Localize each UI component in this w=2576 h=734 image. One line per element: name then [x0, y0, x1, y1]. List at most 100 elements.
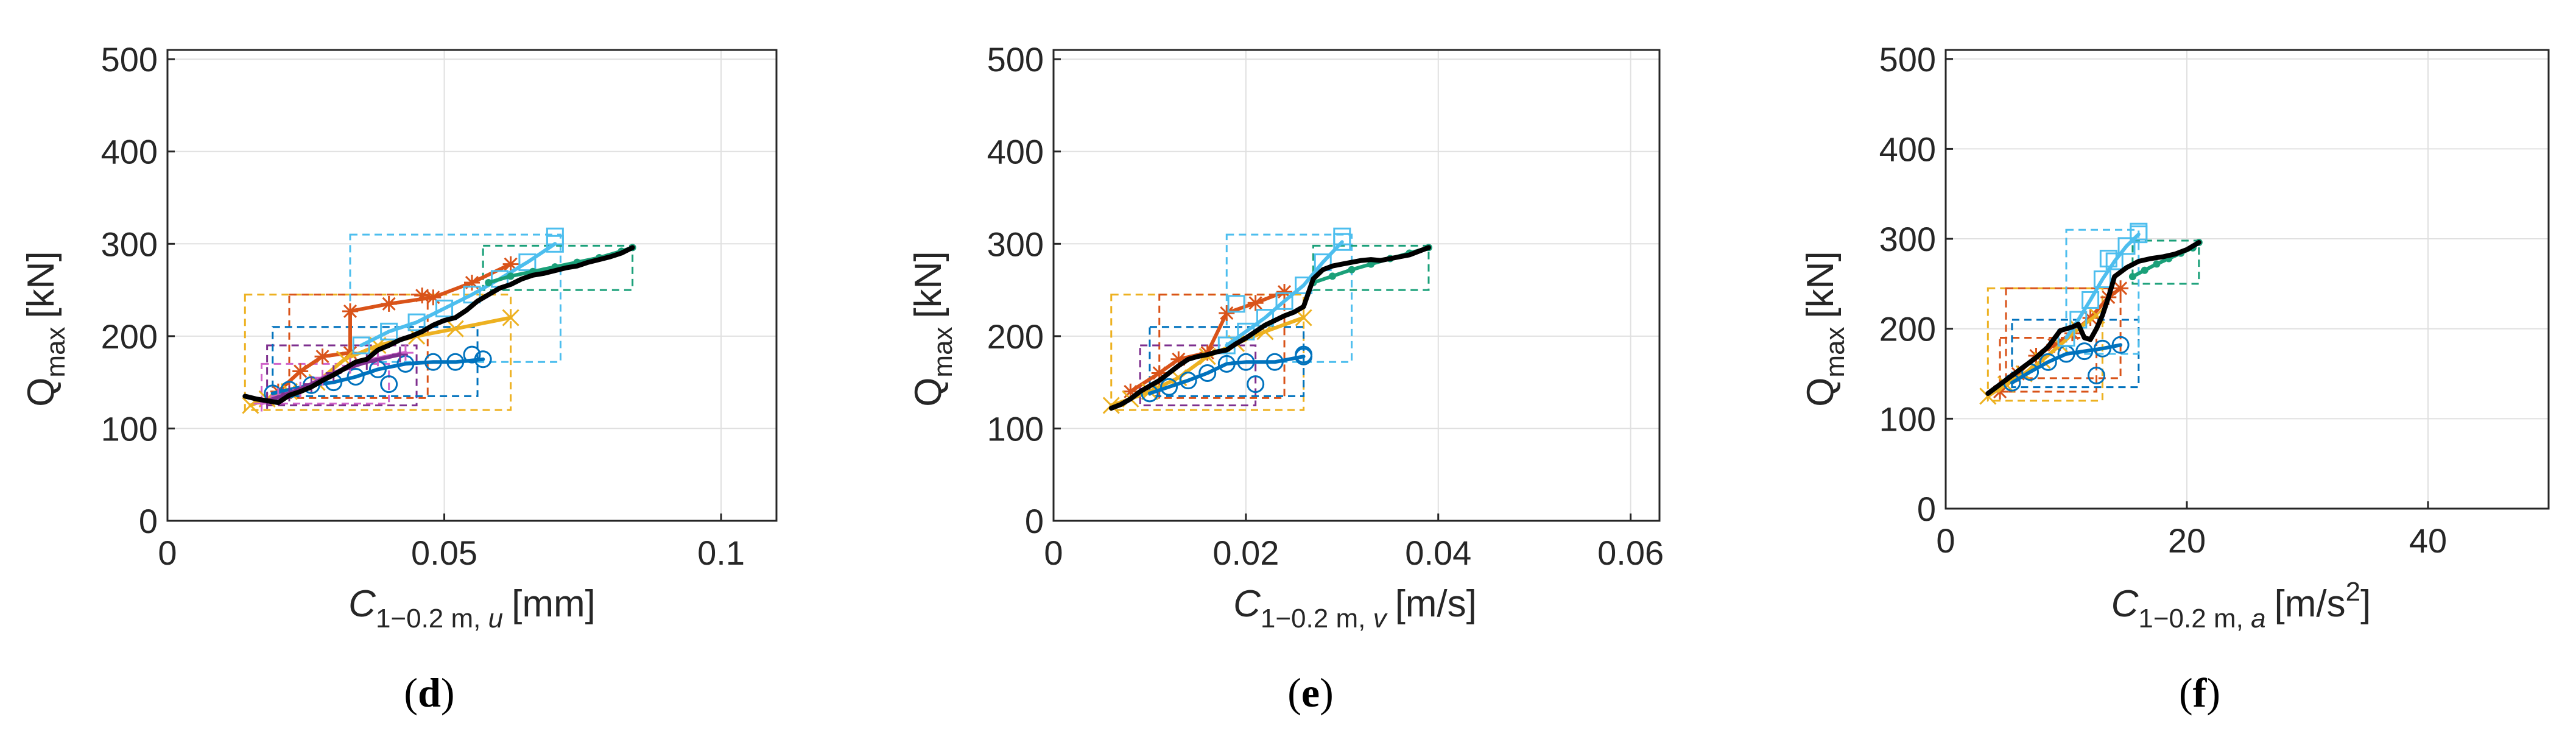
x-tick-label-f-0: 0 — [1936, 521, 1955, 560]
x-axis-label-main-e: C — [1233, 583, 1261, 625]
outlier-marker-blue-e-0 — [1247, 375, 1265, 393]
series-line-cyan-d — [359, 242, 557, 347]
x-tick-label-f-1: 20 — [2168, 521, 2206, 560]
y-axis-label-unit-d: [kN] — [20, 251, 62, 318]
x-axis-label-unit-sup-f: 2 — [2346, 577, 2360, 607]
axes-frame-e — [1052, 49, 1661, 522]
y-tick-label-f-4: 400 — [1879, 130, 1936, 168]
data-point-blue-e-4 — [1217, 355, 1236, 373]
outlier-marker-blue-e-1 — [1295, 345, 1313, 364]
range-box-cyan-e-4 — [1225, 233, 1353, 363]
data-point-orange-e-2 — [1170, 351, 1187, 367]
panel-e: 0 0.02 0.04 0.06 0 100 200 300 400 500 Qmax [kN] C… — [907, 40, 1664, 716]
y-tick-label-f-0: 0 — [1917, 490, 1936, 528]
y-tick-label-d-0: 0 — [139, 502, 158, 540]
data-point-teal-e-3 — [1367, 260, 1375, 268]
x-axis-label-sub-e: 1−0.2 m, — [1261, 604, 1373, 633]
data-point-teal-f-0 — [2128, 273, 2136, 281]
data-point-cyan-d-0 — [352, 336, 370, 355]
svg-text:Qmax[kN]: Qmax [kN] — [1800, 251, 1850, 407]
data-point-orange-d-7 — [464, 274, 480, 291]
series-mean-f — [1985, 240, 2201, 396]
series-mean-e — [1108, 245, 1431, 411]
y-axis-label-main-e: Q — [907, 378, 949, 407]
plot-area-e: 0 0.02 0.04 0.06 0 100 200 300 400 500 — [987, 40, 1664, 572]
x-axis-label-main-d: C — [348, 583, 376, 625]
x-tick-label-f-2: 40 — [2409, 521, 2447, 560]
y-tick-label-f-2: 200 — [1879, 310, 1936, 348]
x-tick-label-e-0: 0 — [1044, 534, 1063, 572]
y-tick-label-d-5: 500 — [101, 40, 158, 79]
data-point-blue-d-8 — [446, 353, 465, 371]
outlier-marker-cyan-d-2 — [546, 227, 564, 245]
range-box-teal-d-5 — [482, 244, 634, 291]
x-axis-label-sub-var-f: a — [2251, 604, 2265, 633]
svg-text:Qmax[kN]: Qmax [kN] — [20, 251, 71, 407]
y-tick-label-e-0: 0 — [1025, 502, 1044, 540]
series-line-cyan-e — [1225, 240, 1344, 347]
data-point-orange-e-1 — [1151, 365, 1167, 381]
axes-frame-d — [166, 49, 778, 522]
y-tick-label-e-5: 500 — [987, 40, 1044, 79]
data-point-blue-d-4 — [347, 368, 365, 386]
x-axis-label-main-f: C — [2111, 583, 2139, 625]
y-axis-label-f: Qmax [kN] — [1800, 251, 1850, 407]
data-point-orange-e-5 — [1247, 295, 1264, 311]
series-line-blue-f — [2010, 343, 2123, 385]
y-tick-label-d-2: 200 — [101, 317, 158, 356]
data-point-blue-e-1 — [1160, 378, 1178, 396]
series-mean-d — [242, 245, 635, 405]
data-point-teal-e-2 — [1348, 266, 1356, 273]
data-point-orange-f-7 — [2113, 280, 2129, 297]
y-axis-label-unit-e: [kN] — [907, 251, 949, 318]
data-point-yellow-d-8 — [502, 309, 519, 326]
range-box-orange-e-1 — [1158, 294, 1286, 399]
y-tick-label-f-5: 500 — [1879, 40, 1936, 79]
data-point-teal-f-2 — [2153, 260, 2161, 268]
data-point-teal-d-0 — [485, 278, 493, 286]
y-tick-label-e-4: 400 — [987, 133, 1044, 171]
data-point-cyan-f-5 — [2117, 237, 2136, 255]
series-line-blue-e — [1147, 355, 1306, 395]
data-point-blue-f-4 — [2075, 342, 2094, 361]
x-axis-label-unit-d: [mm] — [512, 583, 596, 625]
range-box-orange-f-1 — [2005, 287, 2122, 379]
panel-d: 0 0.05 0.1 0 100 200 300 400 500 Qmax [kN] C1−0.2… — [20, 40, 778, 716]
data-point-cyan-f-3 — [2093, 270, 2111, 288]
data-point-cyan-d-3 — [435, 299, 454, 317]
x-axis-label-sub-f: 1−0.2 m, — [2138, 604, 2251, 633]
data-point-cyan-f-4 — [2105, 252, 2124, 270]
x-tick-label-d-2: 0.1 — [697, 534, 745, 572]
x-axis-label-sub-var-d: u — [488, 604, 503, 633]
x-axis-label-e: C1−0.2 m, v [m/s] — [1233, 583, 1477, 633]
svg-text:C1−0.2 m, v[m/s]: C1−0.2 m, v [m/s] — [1233, 583, 1477, 633]
plot-area-d: 0 0.05 0.1 0 100 200 300 400 500 — [101, 40, 778, 572]
outlier-marker-orange-d-3 — [414, 288, 431, 304]
x-axis-label-unit-e: [m/s] — [1395, 583, 1477, 625]
data-point-orange-d-6 — [425, 289, 442, 306]
plot-background-e — [1054, 50, 1659, 521]
data-point-orange-e-4 — [1219, 305, 1235, 321]
x-tick-label-d-0: 0 — [158, 534, 177, 572]
panel-label-d: (d) — [404, 669, 454, 716]
x-tick-label-e-3: 0.06 — [1597, 534, 1664, 572]
range-box-yellow-d-0 — [244, 294, 512, 411]
y-tick-label-f-3: 300 — [1879, 220, 1936, 258]
data-point-teal-f-1 — [2141, 266, 2148, 274]
data-point-cyan-d-2 — [407, 313, 426, 331]
y-axis-label-d: Qmax [kN] — [20, 251, 71, 407]
range-box-orange-f-2 — [1999, 336, 2098, 393]
x-axis-label-unit-f: [m/s — [2275, 583, 2346, 625]
panel-label-f: (f) — [2179, 669, 2220, 716]
data-point-orange-d-8 — [502, 256, 519, 272]
range-box-yellow-f-0 — [1987, 287, 2103, 402]
data-point-teal-e-1 — [1329, 272, 1337, 280]
x-tick-label-d-1: 0.05 — [411, 534, 477, 572]
x-axis-label-sub-d: 1−0.2 m, — [376, 604, 488, 633]
data-point-cyan-d-6 — [518, 253, 537, 272]
y-tick-label-f-1: 100 — [1879, 400, 1936, 438]
range-box-yellow-e-0 — [1110, 294, 1305, 411]
